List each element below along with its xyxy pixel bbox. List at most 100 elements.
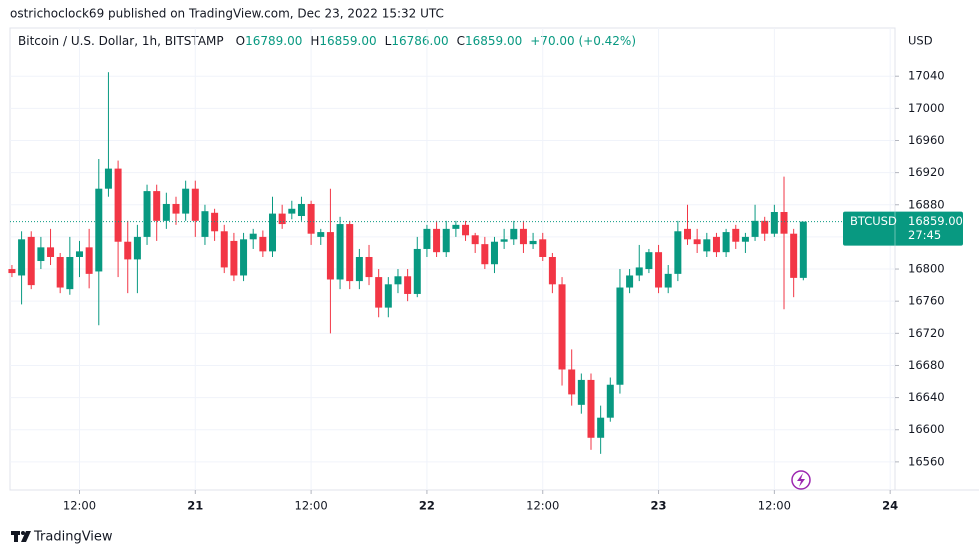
candle-body bbox=[741, 236, 749, 242]
candle-body bbox=[355, 256, 363, 282]
candle-body bbox=[539, 239, 547, 257]
ohlc-value: 16859.00 bbox=[319, 34, 376, 48]
candle-body bbox=[693, 239, 701, 245]
y-tick-label: 16640 bbox=[908, 390, 945, 404]
candle-body bbox=[104, 168, 112, 189]
change: +70.00 (+0.42%) bbox=[530, 34, 636, 48]
x-tick-label: 22 bbox=[419, 499, 435, 513]
candle-body bbox=[645, 252, 653, 270]
candle-body bbox=[259, 236, 267, 252]
candle-body bbox=[404, 276, 412, 294]
price-tag-symbol: BTCUSD bbox=[850, 214, 897, 228]
candle-body bbox=[577, 379, 585, 405]
ohlc-key: O bbox=[236, 34, 245, 48]
candle-body bbox=[519, 228, 527, 245]
brand-logo bbox=[11, 531, 31, 542]
candle-body bbox=[47, 247, 55, 257]
event-icon[interactable] bbox=[791, 470, 811, 490]
candle-body bbox=[780, 211, 788, 234]
y-tick-label: 16960 bbox=[908, 133, 945, 147]
candle-body bbox=[529, 240, 537, 245]
candle-body bbox=[278, 213, 286, 225]
candle-body bbox=[384, 284, 392, 308]
candle-body bbox=[56, 256, 64, 288]
x-tick-label: 21 bbox=[187, 499, 203, 513]
x-tick-label: 12:00 bbox=[758, 499, 791, 513]
symbol-title: Bitcoin / U.S. Dollar, 1h, BITSTAMP bbox=[18, 34, 224, 48]
candle-body bbox=[664, 273, 672, 288]
candle-body bbox=[751, 220, 759, 237]
x-tick-label: 24 bbox=[882, 499, 898, 513]
price-tag-value: 16859.00 bbox=[908, 214, 963, 228]
candle-body bbox=[8, 269, 16, 274]
candle-body bbox=[568, 369, 576, 395]
candle-body bbox=[37, 247, 45, 262]
legend-header: Bitcoin / U.S. Dollar, 1h, BITSTAMP O1678… bbox=[18, 34, 636, 48]
candle-body bbox=[191, 188, 199, 221]
candle-body bbox=[143, 191, 151, 237]
candle-body bbox=[182, 188, 190, 214]
candle-body bbox=[172, 203, 180, 214]
ohlc-value: 16786.00 bbox=[391, 34, 448, 48]
candle-body bbox=[635, 267, 643, 276]
candle-body bbox=[220, 231, 228, 268]
ohlc-value: 16789.00 bbox=[245, 34, 302, 48]
candle-body bbox=[442, 228, 450, 253]
x-tick-label: 12:00 bbox=[295, 499, 328, 513]
candle-body bbox=[162, 203, 170, 221]
x-tick-label: 23 bbox=[651, 499, 667, 513]
price-tag-countdown: 27:45 bbox=[908, 228, 941, 242]
candle-body bbox=[761, 220, 769, 234]
candle-body bbox=[153, 191, 161, 221]
candle-body bbox=[124, 241, 132, 260]
candle-body bbox=[326, 232, 334, 280]
price-tag bbox=[843, 211, 963, 246]
candle-body bbox=[452, 224, 460, 229]
candle-body bbox=[548, 256, 556, 285]
candle-body bbox=[133, 236, 141, 260]
candle-body bbox=[66, 256, 74, 290]
candle-body bbox=[510, 228, 518, 240]
candle-body bbox=[471, 235, 479, 245]
x-tick-label: 12:00 bbox=[63, 499, 96, 513]
candle-body bbox=[288, 208, 296, 214]
candle-body bbox=[413, 248, 421, 294]
candle-body bbox=[297, 203, 305, 217]
candle-body bbox=[317, 232, 325, 237]
currency: USD bbox=[908, 34, 933, 48]
y-tick-label: 16600 bbox=[908, 422, 945, 436]
candle-body bbox=[433, 228, 441, 253]
candle-body bbox=[770, 211, 778, 234]
candle-body bbox=[587, 379, 595, 438]
candle-body bbox=[799, 221, 807, 278]
y-tick-label: 16880 bbox=[908, 197, 945, 211]
candle-body bbox=[597, 417, 605, 438]
candle-body bbox=[201, 211, 209, 237]
candle-body bbox=[684, 228, 692, 240]
x-tick-label: 12:00 bbox=[526, 499, 559, 513]
candle-body bbox=[722, 232, 730, 253]
y-tick-label: 16800 bbox=[908, 262, 945, 276]
candle-body bbox=[114, 168, 122, 242]
candle-body bbox=[462, 224, 470, 236]
candle-body bbox=[626, 275, 634, 288]
candle-body bbox=[336, 224, 344, 280]
candle-body bbox=[655, 252, 663, 288]
candle-body bbox=[18, 239, 26, 276]
event-icon-bolt bbox=[797, 473, 805, 487]
candle-body bbox=[481, 244, 489, 265]
candle-body bbox=[85, 247, 93, 274]
candle-body bbox=[674, 231, 682, 274]
y-tick-label: 17000 bbox=[908, 101, 945, 115]
ohlc-value: 16859.00 bbox=[465, 34, 522, 48]
y-tick-label: 16760 bbox=[908, 294, 945, 308]
candle-body bbox=[95, 188, 103, 272]
candle-body bbox=[346, 224, 354, 282]
y-tick-label: 16680 bbox=[908, 358, 945, 372]
candle-body bbox=[230, 240, 238, 276]
candle-body bbox=[365, 256, 373, 278]
candle-body bbox=[732, 228, 740, 242]
candle-body bbox=[27, 236, 35, 286]
